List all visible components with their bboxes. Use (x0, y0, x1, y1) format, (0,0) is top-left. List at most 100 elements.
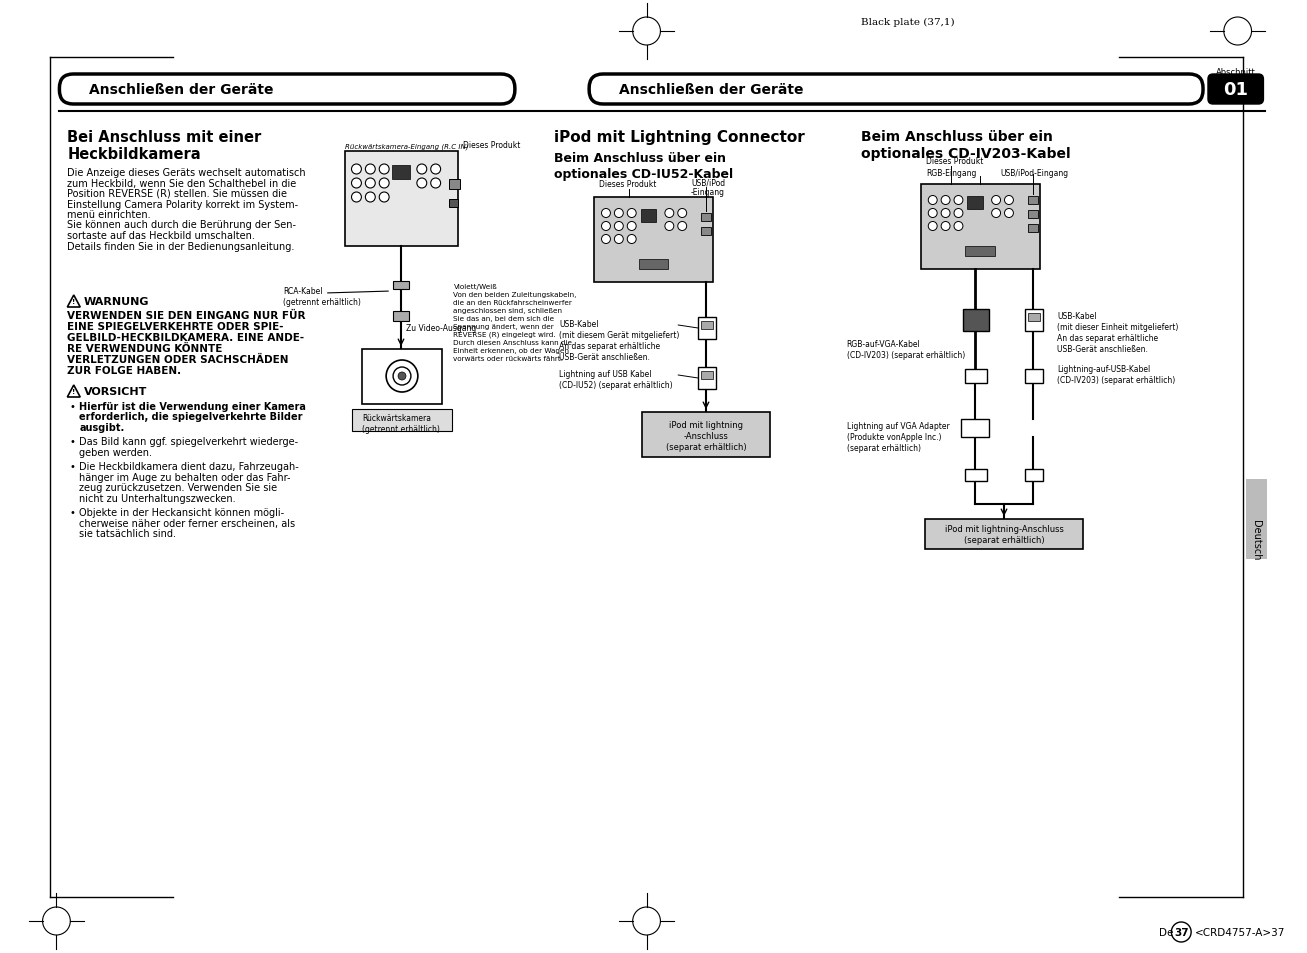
Circle shape (601, 235, 610, 244)
Text: Dieses Produkt: Dieses Produkt (464, 141, 520, 150)
Circle shape (399, 373, 406, 380)
Bar (966, 470, 987, 481)
Text: sortaste auf das Heckbild umschalten.: sortaste auf das Heckbild umschalten. (68, 231, 255, 241)
Bar (1027, 314, 1039, 322)
Circle shape (992, 196, 1001, 205)
Circle shape (352, 179, 362, 189)
Bar (925, 519, 1084, 550)
Text: sie tatsächlich sind.: sie tatsächlich sind. (80, 529, 176, 539)
Text: Bei Anschluss mit einer: Bei Anschluss mit einer (68, 130, 261, 145)
FancyBboxPatch shape (589, 75, 1202, 105)
Text: zeug zurückzusetzen. Verwenden Sie sie: zeug zurückzusetzen. Verwenden Sie sie (80, 483, 277, 493)
Bar (921, 185, 1039, 270)
Circle shape (665, 210, 674, 218)
Text: Anschließen der Geräte: Anschließen der Geräte (618, 83, 804, 97)
Circle shape (366, 165, 375, 174)
Text: EINE SPIEGELVERKEHRTE ODER SPIE-: EINE SPIEGELVERKEHRTE ODER SPIE- (68, 322, 284, 332)
Text: RE VERWENDUNG KÖNNTE: RE VERWENDUNG KÖNNTE (68, 344, 222, 354)
Bar (1027, 225, 1038, 233)
Circle shape (614, 222, 623, 232)
Text: menü einrichten.: menü einrichten. (68, 210, 150, 220)
Text: Black plate (37,1): Black plate (37,1) (861, 17, 955, 27)
Circle shape (379, 165, 389, 174)
Bar (642, 413, 770, 457)
Circle shape (366, 179, 375, 189)
Circle shape (928, 210, 937, 218)
Text: GELBILD-HECKBILDKAMERA. EINE ANDE-: GELBILD-HECKBILDKAMERA. EINE ANDE- (68, 333, 305, 343)
Text: USB/iPod
-Eingang: USB/iPod -Eingang (691, 178, 725, 197)
Text: Abschnitt: Abschnitt (1216, 68, 1256, 77)
Circle shape (1005, 196, 1013, 205)
Bar (595, 198, 712, 283)
Text: USB-Kabel
(mit dieser Einheit mitgeliefert)
An das separat erhältliche
USB-Gerät: USB-Kabel (mit dieser Einheit mitgeliefe… (1057, 312, 1179, 354)
Text: Rückwärtskamera
(getrennt erhältlich): Rückwärtskamera (getrennt erhältlich) (362, 414, 440, 434)
Text: 01: 01 (1223, 81, 1248, 99)
Circle shape (928, 222, 937, 232)
Circle shape (614, 210, 623, 218)
Circle shape (352, 165, 362, 174)
Text: zum Heckbild, wenn Sie den Schalthebel in die: zum Heckbild, wenn Sie den Schalthebel i… (68, 178, 297, 189)
Bar (966, 247, 995, 256)
Text: Dieses Produkt: Dieses Produkt (925, 157, 983, 166)
Bar (1025, 370, 1043, 384)
Bar (1027, 196, 1038, 205)
Circle shape (417, 179, 427, 189)
Circle shape (366, 193, 375, 203)
Bar (1027, 211, 1038, 219)
Bar (448, 180, 460, 190)
Bar (1246, 479, 1268, 559)
Bar (448, 200, 459, 208)
FancyBboxPatch shape (59, 75, 515, 105)
Text: optionales CD-IU52-Kabel: optionales CD-IU52-Kabel (554, 168, 733, 181)
Text: RCA-Kabel
(getrennt erhältlich): RCA-Kabel (getrennt erhältlich) (284, 287, 361, 307)
Text: •: • (69, 508, 76, 518)
Circle shape (379, 193, 389, 203)
Text: •: • (69, 462, 76, 472)
Text: VERLETZUNGEN ODER SACHSCHÄDEN: VERLETZUNGEN ODER SACHSCHÄDEN (68, 355, 289, 365)
Text: erforderlich, die spiegelverkehrte Bilder: erforderlich, die spiegelverkehrte Bilde… (80, 412, 303, 422)
Circle shape (601, 222, 610, 232)
Text: Deutsch: Deutsch (1252, 519, 1261, 559)
Circle shape (431, 179, 440, 189)
Circle shape (928, 196, 937, 205)
Bar (963, 310, 989, 332)
Bar (701, 213, 711, 222)
Text: 37: 37 (1174, 927, 1188, 937)
Circle shape (992, 210, 1001, 218)
Circle shape (417, 165, 427, 174)
Text: Beim Anschluss über ein: Beim Anschluss über ein (861, 130, 1053, 144)
Text: •: • (69, 437, 76, 447)
Bar (393, 312, 409, 322)
Bar (353, 410, 451, 432)
Text: Violett/Weiß
Von den beiden Zuleitungskabeln,
die an den Rückfahrscheinwerfer
an: Violett/Weiß Von den beiden Zuleitungska… (454, 284, 576, 362)
Text: !: ! (72, 389, 76, 395)
Text: Sie können auch durch die Berührung der Sen-: Sie können auch durch die Berührung der … (68, 220, 297, 231)
Text: iPod mit Lightning Connector: iPod mit Lightning Connector (554, 130, 805, 145)
Bar (698, 317, 716, 339)
Circle shape (627, 222, 637, 232)
Bar (392, 166, 410, 180)
Bar (345, 152, 459, 247)
Bar (966, 370, 987, 384)
Bar (1025, 310, 1043, 332)
Circle shape (678, 222, 686, 232)
Bar (393, 282, 409, 290)
Bar (639, 260, 668, 270)
Text: optionales CD-IV203-Kabel: optionales CD-IV203-Kabel (861, 147, 1070, 161)
Text: Lightning auf VGA Adapter
(Produkte vonApple Inc.)
(separat erhältlich): Lightning auf VGA Adapter (Produkte vonA… (847, 421, 949, 453)
Bar (701, 372, 712, 379)
Text: iPod mit lightning-Anschluss
(separat erhältlich): iPod mit lightning-Anschluss (separat er… (945, 524, 1064, 544)
Text: •: • (69, 401, 76, 412)
Text: Dieses Produkt: Dieses Produkt (599, 180, 656, 189)
Bar (701, 228, 711, 235)
Text: <CRD4757-A>37: <CRD4757-A>37 (1195, 927, 1286, 937)
Bar (362, 350, 442, 405)
Bar (701, 322, 712, 330)
Text: RGB-auf-VGA-Kabel
(CD-IV203) (separat erhältlich): RGB-auf-VGA-Kabel (CD-IV203) (separat er… (847, 339, 965, 359)
Circle shape (627, 210, 637, 218)
Text: De: De (1159, 927, 1174, 937)
Circle shape (627, 235, 637, 244)
Text: VERWENDEN SIE DEN EINGANG NUR FÜR: VERWENDEN SIE DEN EINGANG NUR FÜR (68, 311, 306, 321)
Text: nicht zu Unterhaltungszwecken.: nicht zu Unterhaltungszwecken. (80, 494, 235, 503)
Text: Position REVERSE (R) stellen. Sie müssen die: Position REVERSE (R) stellen. Sie müssen… (68, 189, 288, 199)
